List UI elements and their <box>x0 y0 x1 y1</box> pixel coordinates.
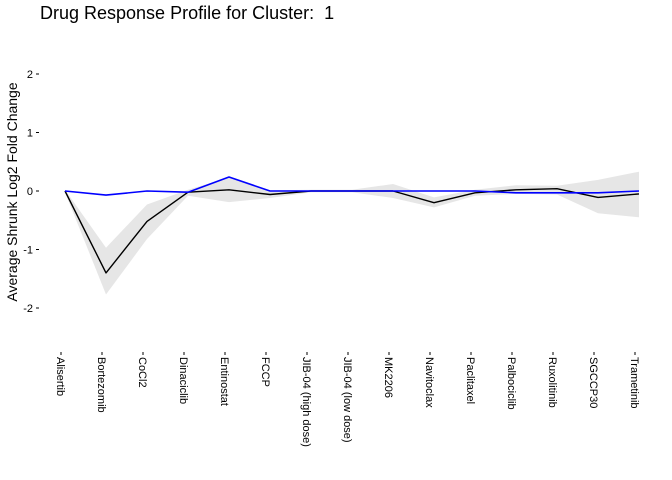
y-axis-label: Average Shrunk Log2 Fold Change <box>4 82 20 301</box>
x-axis: Alisertib Bortezomib CoCl2 Dinaciclib Entino… <box>54 352 640 447</box>
x-tick-label: JIB-04 (high dose) <box>300 357 312 447</box>
confidence-band <box>65 171 639 295</box>
x-tick-label: SGCCP30 <box>587 357 599 408</box>
x-tick-label: FCCP <box>259 357 271 387</box>
x-tick-label: Palbociclib <box>505 357 517 410</box>
y-tick-label: 0 <box>27 186 33 198</box>
y-axis: 2 1 0 -1 -2 <box>23 69 39 315</box>
x-tick-label: Bortezomib <box>95 357 107 413</box>
chart-title: Drug Response Profile for Cluster: 1 <box>40 3 335 23</box>
x-tick-label: Alisertib <box>54 357 66 396</box>
x-tick-label: Trametinib <box>628 357 640 409</box>
x-tick-label: MK2206 <box>382 357 394 398</box>
x-tick-label: Ruxolitinib <box>546 357 558 408</box>
y-tick-label: -1 <box>23 245 33 257</box>
confidence-band-layer <box>65 171 639 295</box>
y-tick-label: 2 <box>27 69 33 81</box>
y-tick-label: -2 <box>23 303 33 315</box>
x-tick-label: CoCl2 <box>136 357 148 388</box>
x-tick-label: Dinaciclib <box>177 357 189 404</box>
y-tick-label: 1 <box>27 128 33 140</box>
x-tick-label: Navitoclax <box>423 357 435 408</box>
x-tick-label: Paclitaxel <box>464 357 476 404</box>
series-lines-layer <box>64 176 640 274</box>
x-tick-label: Entinostat <box>218 357 230 406</box>
x-tick-label: JIB-04 (low dose) <box>341 357 353 443</box>
